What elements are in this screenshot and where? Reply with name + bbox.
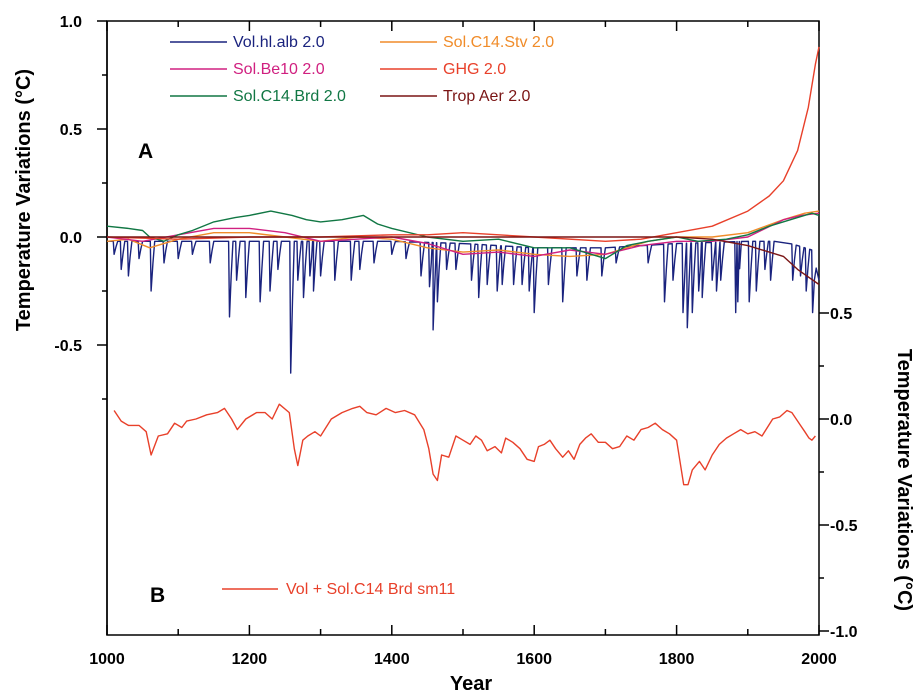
y-tick-label-right: -0.5 xyxy=(830,518,858,535)
x-axis-title: Year xyxy=(450,673,492,694)
panel-b-series xyxy=(113,403,816,486)
x-tick-label: 1400 xyxy=(374,651,410,668)
x-tick-label: 1600 xyxy=(516,651,552,668)
legend-label: Sol.Be10 2.0 xyxy=(233,61,325,78)
panel-a-series xyxy=(106,46,820,374)
x-tick-label: 1000 xyxy=(89,651,125,668)
legend-label: Vol + Sol.C14 Brd sm11 xyxy=(286,581,455,598)
series-line-sol-be10-2-0 xyxy=(106,212,820,258)
legend-label: Vol.hl.alb 2.0 xyxy=(233,34,325,51)
y-tick-label-left: -0.5 xyxy=(54,338,82,355)
x-tick-label: 2000 xyxy=(801,651,837,668)
series-line-vol-hl-alb-2-0 xyxy=(107,240,820,374)
y-tick-label-right: 0.5 xyxy=(830,306,852,323)
panel-a-label: A xyxy=(138,140,153,163)
panel-b-label: B xyxy=(150,584,165,607)
legend-label: Trop Aer 2.0 xyxy=(443,88,531,105)
legend-label: Sol.C14.Brd 2.0 xyxy=(233,88,346,105)
x-tick-label: 1800 xyxy=(659,651,695,668)
y-tick-label-left: 1.0 xyxy=(60,14,82,31)
series-line-vol-sol-c14-brd-sm11 xyxy=(113,403,816,486)
legend: Vol.hl.alb 2.0 Sol.Be10 2.0 Sol.C14.Brd 2.… xyxy=(170,34,554,598)
series-line-trop-aer-2-0 xyxy=(107,236,820,286)
y-tick-label-left: 0.0 xyxy=(60,230,82,247)
legend-label: GHG 2.0 xyxy=(443,61,506,78)
y-axis-title-right: Temperature Variations (°C) xyxy=(893,349,915,611)
x-tick-label: 1200 xyxy=(232,651,268,668)
y-tick-label-right: -1.0 xyxy=(830,624,858,641)
axis-tick-labels: 1000 1200 1400 1600 1800 2000 1.0 0.5 0.0 -0.5 0.5… xyxy=(54,14,857,668)
axis-ticks xyxy=(97,20,829,635)
y-axis-title-left: Temperature Variations (°C) xyxy=(13,69,35,331)
series-line-sol-c14-brd-2-0 xyxy=(106,210,820,260)
legend-label: Sol.C14.Stv 2.0 xyxy=(443,34,554,51)
series-line-sol-c14-stv-2-0 xyxy=(106,210,820,258)
y-tick-label-left: 0.5 xyxy=(60,122,82,139)
y-tick-label-right: 0.0 xyxy=(830,412,852,429)
plot-frame xyxy=(106,20,820,636)
